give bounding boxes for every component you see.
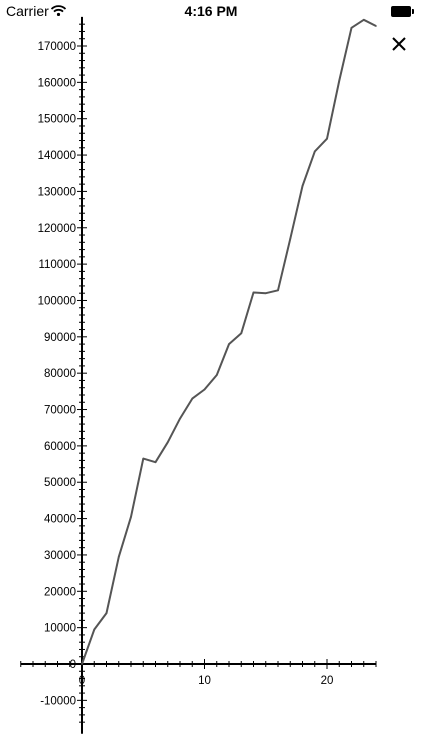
data-point — [375, 25, 377, 27]
battery-icon — [391, 6, 414, 17]
series-line — [81, 18, 377, 665]
y-tick-label: 60000 — [44, 441, 76, 453]
data-point — [301, 185, 304, 187]
data-point — [179, 417, 181, 420]
y-tick-label: 20000 — [44, 586, 76, 598]
y-tick-label: 50000 — [44, 477, 76, 489]
y-tick-label: -10000 — [40, 695, 76, 707]
close-button[interactable] — [388, 33, 410, 55]
data-point — [252, 291, 255, 294]
y-tick-label: 120000 — [38, 223, 76, 235]
data-point — [203, 388, 206, 391]
data-point — [117, 555, 120, 558]
data-point — [289, 237, 292, 240]
y-tick-label: 100000 — [38, 295, 76, 307]
x-tick-label: 20 — [321, 675, 334, 687]
data-point — [166, 441, 169, 444]
status-bar: Carrier 4:16 PM — [0, 0, 422, 22]
y-tick-label: 150000 — [38, 114, 76, 126]
data-point — [93, 628, 96, 631]
data-point — [313, 150, 316, 153]
data-point — [142, 457, 145, 460]
data-point — [338, 79, 341, 82]
x-tick-label: 0 — [79, 675, 85, 687]
y-tick-label: 170000 — [38, 41, 76, 53]
wifi-icon — [51, 5, 66, 16]
close-icon — [392, 37, 406, 51]
data-point — [191, 397, 194, 400]
data-point — [228, 343, 230, 345]
data-point — [215, 374, 218, 376]
data-point — [154, 461, 157, 464]
data-point — [240, 332, 243, 334]
y-tick-label: 70000 — [44, 405, 76, 417]
data-point — [350, 27, 353, 29]
data-point — [277, 289, 279, 292]
y-tick-label: 30000 — [44, 550, 76, 562]
data-point — [105, 612, 108, 614]
y-tick-label: 0 — [70, 659, 76, 671]
y-tick-label: 160000 — [38, 77, 76, 89]
y-tick-label: 10000 — [44, 623, 76, 635]
status-time: 4:16 PM — [184, 3, 238, 19]
data-point — [130, 515, 132, 518]
x-tick-label: 10 — [198, 675, 211, 687]
carrier-label: Carrier — [6, 3, 49, 19]
data-point — [264, 292, 267, 295]
y-tick-label: 140000 — [38, 150, 76, 162]
data-point — [81, 663, 83, 665]
data-point — [362, 19, 365, 21]
data-point — [326, 137, 328, 140]
y-tick-label: 110000 — [38, 259, 76, 271]
y-tick-label: 80000 — [44, 368, 76, 380]
y-tick-label: 40000 — [44, 514, 76, 526]
y-tick-label: 130000 — [38, 186, 76, 198]
y-tick-label: 90000 — [44, 332, 76, 344]
